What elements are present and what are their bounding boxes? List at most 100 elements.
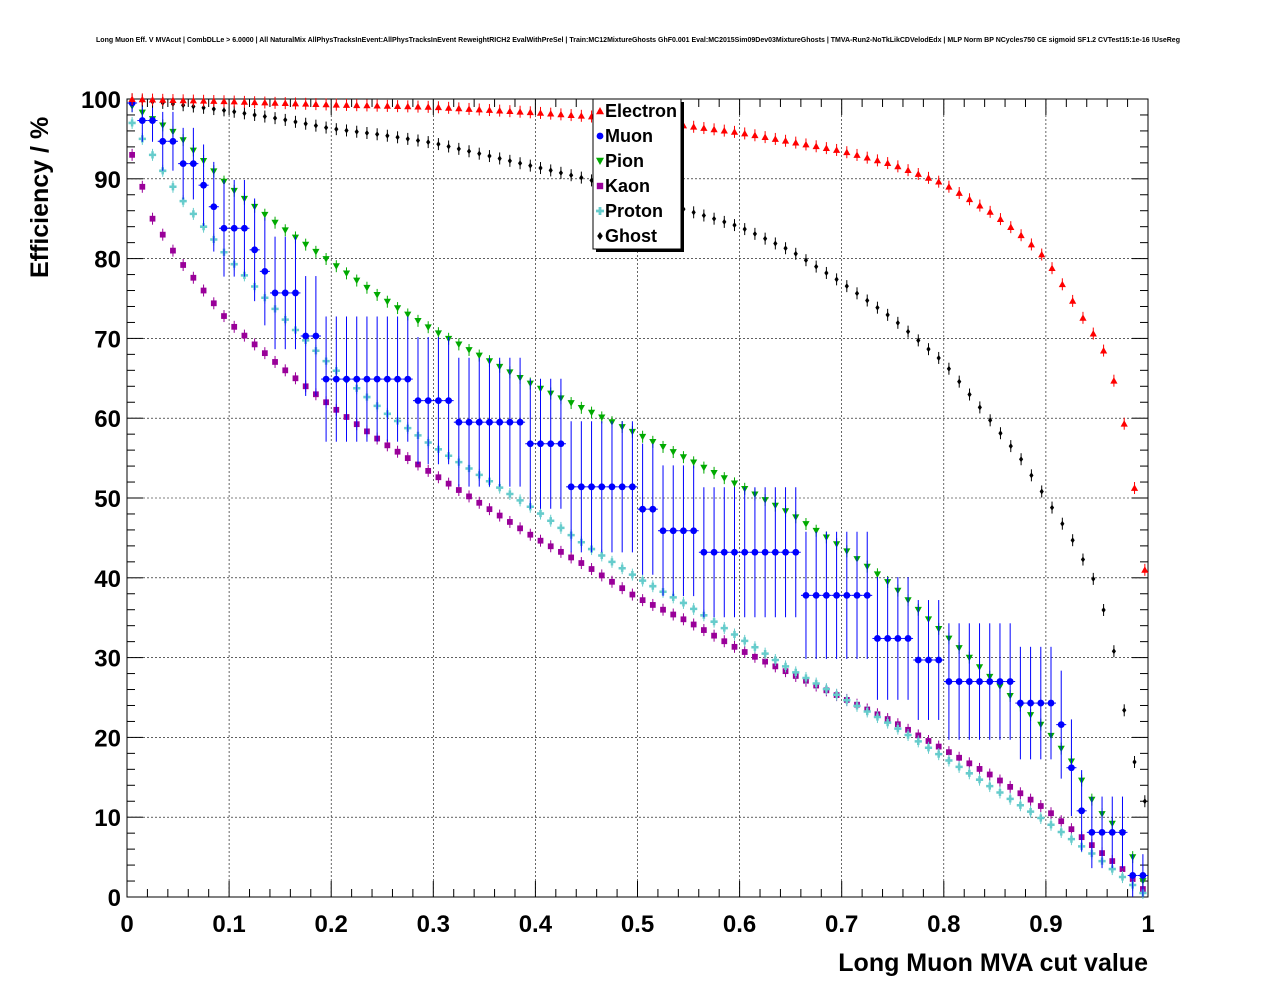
pion-point bbox=[587, 409, 596, 417]
electron-point bbox=[353, 101, 361, 109]
ghost-point bbox=[926, 346, 931, 353]
kaon-point bbox=[558, 548, 564, 555]
ghost-point bbox=[385, 132, 390, 139]
pion-point bbox=[690, 459, 698, 466]
proton-point bbox=[884, 719, 892, 727]
legend-entry-ghost: Ghost bbox=[597, 226, 657, 246]
ghost-point bbox=[722, 218, 727, 225]
electron-point bbox=[291, 99, 300, 107]
muon-point bbox=[731, 548, 738, 556]
muon-point bbox=[230, 224, 238, 232]
pion-point bbox=[710, 469, 718, 477]
ghost-point bbox=[1029, 472, 1034, 479]
muon-point bbox=[312, 332, 320, 340]
muon-point bbox=[710, 548, 718, 556]
kaon-point bbox=[496, 512, 503, 519]
proton-point bbox=[598, 551, 606, 560]
legend-marker-ghost bbox=[597, 232, 603, 240]
proton-point bbox=[935, 750, 943, 758]
muon-point bbox=[241, 224, 248, 232]
pion-point bbox=[261, 211, 269, 219]
kaon-point bbox=[210, 300, 217, 307]
kaon-point bbox=[282, 367, 289, 374]
series-muon bbox=[127, 99, 1148, 897]
pion-point bbox=[393, 305, 402, 312]
electron-point bbox=[884, 159, 892, 166]
muon-point bbox=[598, 483, 606, 491]
kaon-point bbox=[1048, 810, 1054, 817]
electron-point bbox=[1027, 240, 1036, 248]
muon-point bbox=[159, 137, 167, 145]
y-tick-label: 100 bbox=[81, 87, 121, 114]
ghost-point bbox=[895, 319, 900, 326]
muon-point bbox=[853, 591, 861, 599]
muon-point bbox=[383, 375, 391, 383]
proton-point bbox=[741, 637, 749, 645]
kaon-point bbox=[1119, 866, 1126, 872]
muon-point bbox=[822, 591, 830, 599]
muon-point bbox=[302, 332, 310, 340]
ghost-point bbox=[487, 153, 492, 160]
electron-point bbox=[414, 103, 422, 110]
pion-point bbox=[730, 480, 739, 487]
muon-point bbox=[567, 483, 575, 491]
kaon-point bbox=[272, 359, 278, 365]
muon-point bbox=[363, 375, 371, 383]
legend-box bbox=[592, 98, 682, 250]
kaon-point bbox=[609, 578, 615, 585]
ghost-point bbox=[334, 126, 339, 133]
muon-point bbox=[292, 289, 299, 297]
muon-point bbox=[925, 656, 932, 664]
ghost-point bbox=[865, 297, 870, 304]
muon-point bbox=[424, 397, 432, 405]
ghost-point bbox=[957, 378, 962, 385]
electron-point bbox=[220, 97, 228, 105]
y-tick-label: 60 bbox=[94, 406, 121, 433]
proton-point bbox=[914, 737, 922, 745]
proton-point bbox=[781, 662, 790, 670]
ghost-point bbox=[283, 116, 288, 123]
x-tick-label: 1 bbox=[1141, 911, 1154, 938]
ghost-point bbox=[252, 111, 257, 118]
kaon-point bbox=[200, 287, 207, 294]
muon-point bbox=[353, 375, 361, 383]
proton-point bbox=[639, 576, 647, 585]
kaon-point bbox=[537, 537, 544, 544]
muon-point bbox=[904, 635, 912, 642]
proton-point bbox=[649, 582, 657, 590]
proton-point bbox=[496, 484, 504, 492]
electron-point bbox=[199, 97, 208, 104]
ghost-point bbox=[364, 129, 370, 136]
ghost-point bbox=[752, 230, 758, 237]
electron-point bbox=[434, 103, 443, 111]
electron-point bbox=[945, 183, 953, 190]
electron-point bbox=[393, 102, 402, 110]
ghost-point bbox=[1101, 606, 1106, 613]
muon-point bbox=[486, 418, 493, 426]
muon-point bbox=[322, 375, 330, 383]
electron-point bbox=[159, 96, 167, 103]
muon-point bbox=[843, 591, 851, 599]
x-tick-label: 0.5 bbox=[621, 911, 654, 938]
proton-point bbox=[1108, 865, 1116, 873]
ghost-point bbox=[1060, 520, 1065, 527]
ghost-point bbox=[569, 172, 574, 179]
muon-point bbox=[1078, 807, 1086, 815]
electron-point bbox=[312, 100, 320, 107]
proton-point bbox=[1067, 835, 1076, 843]
ghost-point bbox=[793, 250, 798, 257]
muon-point bbox=[751, 548, 759, 556]
muon-point bbox=[414, 397, 422, 405]
proton-point bbox=[945, 756, 953, 765]
ghost-point bbox=[477, 150, 482, 157]
kaon-point bbox=[292, 375, 299, 382]
proton-point bbox=[1057, 828, 1065, 836]
kaon-point bbox=[221, 313, 227, 319]
ghost-point bbox=[967, 391, 972, 398]
axis-ticks: 0 0.1 0.2 0.3 0.4 0.5 0.6 0.7 0.8 0.9 101020304050… bbox=[81, 87, 1155, 938]
series-electron bbox=[128, 93, 1149, 576]
kaon-point bbox=[261, 350, 268, 357]
proton-point bbox=[1047, 821, 1055, 829]
proton-point bbox=[853, 702, 861, 710]
